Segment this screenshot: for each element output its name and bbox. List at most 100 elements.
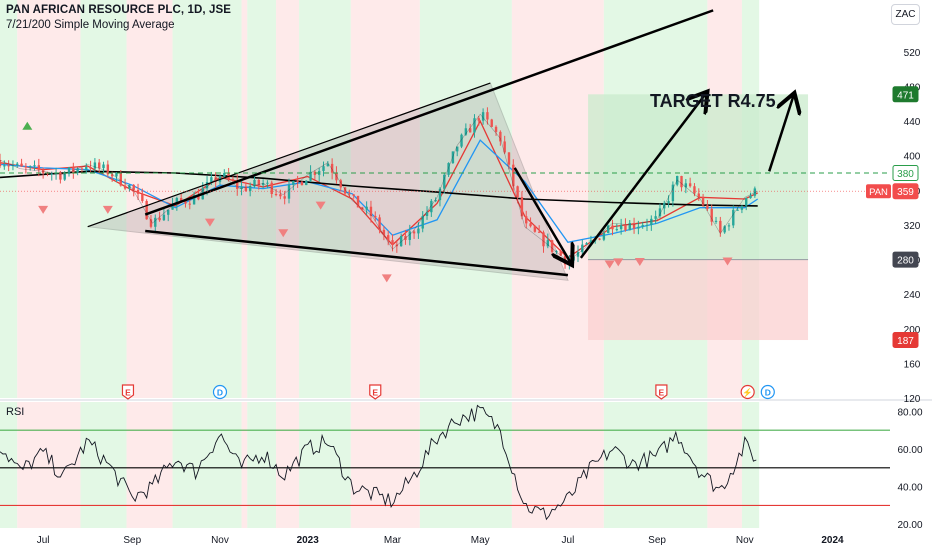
band-bear <box>350 0 420 398</box>
symbol-badge <box>866 184 891 199</box>
candle-body <box>67 167 71 175</box>
rsi-label: RSI <box>6 406 25 418</box>
earnings-icon <box>121 384 135 400</box>
x-tick-label: Jul <box>562 535 575 546</box>
candle-body <box>512 164 515 187</box>
candle-body <box>421 215 424 229</box>
candle-body <box>28 166 32 168</box>
y-tick-label: 400 <box>904 152 921 163</box>
candle-body <box>486 112 489 120</box>
candle-body <box>300 181 304 186</box>
candle-body <box>581 244 584 253</box>
sma-line-sma200 <box>0 170 758 207</box>
candle-body <box>374 215 377 218</box>
candle-body <box>753 188 757 196</box>
candle-body <box>261 183 265 186</box>
candle-body <box>59 172 62 180</box>
target-zone <box>588 94 809 260</box>
stop-zone <box>588 259 809 341</box>
candle-body <box>667 201 670 203</box>
candle-body <box>736 209 739 211</box>
candle-body <box>339 180 342 188</box>
candle-body <box>50 173 53 175</box>
candle-body <box>313 171 317 175</box>
x-tick-label: Sep <box>123 535 141 546</box>
price-badge-label: 280 <box>897 256 914 267</box>
up-arrow-target <box>768 95 793 172</box>
candle-body <box>179 198 183 201</box>
candle-body <box>132 184 135 190</box>
price-series <box>0 113 758 262</box>
candle-body <box>663 202 666 209</box>
candle-body <box>598 238 601 240</box>
y-tick-label: 240 <box>904 290 921 301</box>
candle-body <box>477 118 480 121</box>
price-badge: 471 <box>892 86 919 103</box>
y-tick-label: 200 <box>904 325 921 336</box>
event-marker-label: E <box>125 388 131 398</box>
candle-body <box>650 218 653 225</box>
candle-body <box>443 174 446 189</box>
y-tick-label: 440 <box>904 117 921 128</box>
candle-body <box>141 193 144 201</box>
candle-body <box>494 126 498 132</box>
rsi-band <box>511 402 604 528</box>
rsi-band <box>419 402 512 528</box>
price-badge: 280 <box>892 251 919 268</box>
x-tick-label: 2024 <box>821 535 844 546</box>
candle-body <box>693 186 696 194</box>
candle-body <box>654 216 657 219</box>
drawings <box>0 9 890 277</box>
candle-body <box>348 193 351 195</box>
candle-body <box>72 167 75 173</box>
candle-body <box>93 162 97 169</box>
sell-signal-marker <box>722 257 733 266</box>
candle-body <box>102 164 105 169</box>
price-badge: 380 <box>892 165 919 182</box>
candle-body <box>115 172 118 177</box>
candle-body <box>399 236 403 247</box>
band-bull <box>0 0 18 398</box>
candle-body <box>714 220 718 222</box>
candle-body <box>192 195 196 205</box>
buy-signal-marker <box>22 121 33 130</box>
chart-title: PAN AFRICAN RESOURCE PLC, 1D, JSE <box>6 4 232 16</box>
candle-body <box>128 184 131 189</box>
sell-signal-marker <box>204 218 215 227</box>
candle-body <box>223 173 226 177</box>
y-tick-label: 160 <box>904 359 921 370</box>
rsi-band <box>247 402 277 528</box>
candle-body <box>447 163 450 175</box>
rsi-band <box>276 402 300 528</box>
currency-selector[interactable]: ZAC <box>891 4 920 25</box>
candle-body <box>24 166 28 168</box>
candle-body <box>326 163 330 167</box>
candle-body <box>481 112 485 121</box>
rsi-band <box>0 402 18 528</box>
candle-body <box>7 165 10 167</box>
event-marker-news: ⚡ <box>740 384 755 400</box>
event-marker-earnings: E <box>369 384 382 400</box>
signal-markers <box>22 121 733 283</box>
candle-body <box>637 226 640 229</box>
event-marker-dividend: D <box>760 384 775 400</box>
y-tick-label: 520 <box>904 48 921 59</box>
lower-trendline <box>145 229 569 277</box>
event-marker-dividend: D <box>212 384 228 400</box>
candle-body <box>283 196 286 199</box>
candle-body <box>602 232 606 240</box>
band-bear <box>241 0 248 398</box>
candle-body <box>425 212 429 216</box>
rsi-tick-label: 80.00 <box>897 407 922 418</box>
rsi-band <box>350 402 420 528</box>
candle-body <box>641 225 644 227</box>
price-badge-label: 359 <box>897 187 914 198</box>
candle-body <box>490 119 493 127</box>
dividend-icon <box>212 384 228 400</box>
x-tick-label: 2023 <box>297 535 320 546</box>
candle-body <box>507 152 511 165</box>
candle-body <box>537 231 541 233</box>
candle-body <box>611 225 614 230</box>
candle-body <box>335 172 338 181</box>
sell-signal-marker <box>315 201 326 210</box>
